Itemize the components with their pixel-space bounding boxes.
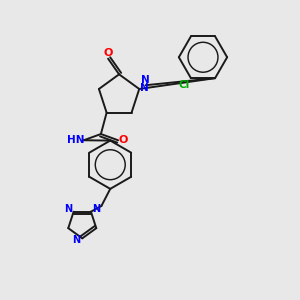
Text: N: N [141,75,149,85]
Text: O: O [103,48,113,59]
Text: HN: HN [67,135,84,145]
Text: N: N [72,235,80,245]
Text: O: O [118,135,128,145]
Text: N: N [92,204,100,214]
Text: N: N [64,204,73,214]
Text: N: N [140,82,149,92]
Text: Cl: Cl [179,80,190,90]
